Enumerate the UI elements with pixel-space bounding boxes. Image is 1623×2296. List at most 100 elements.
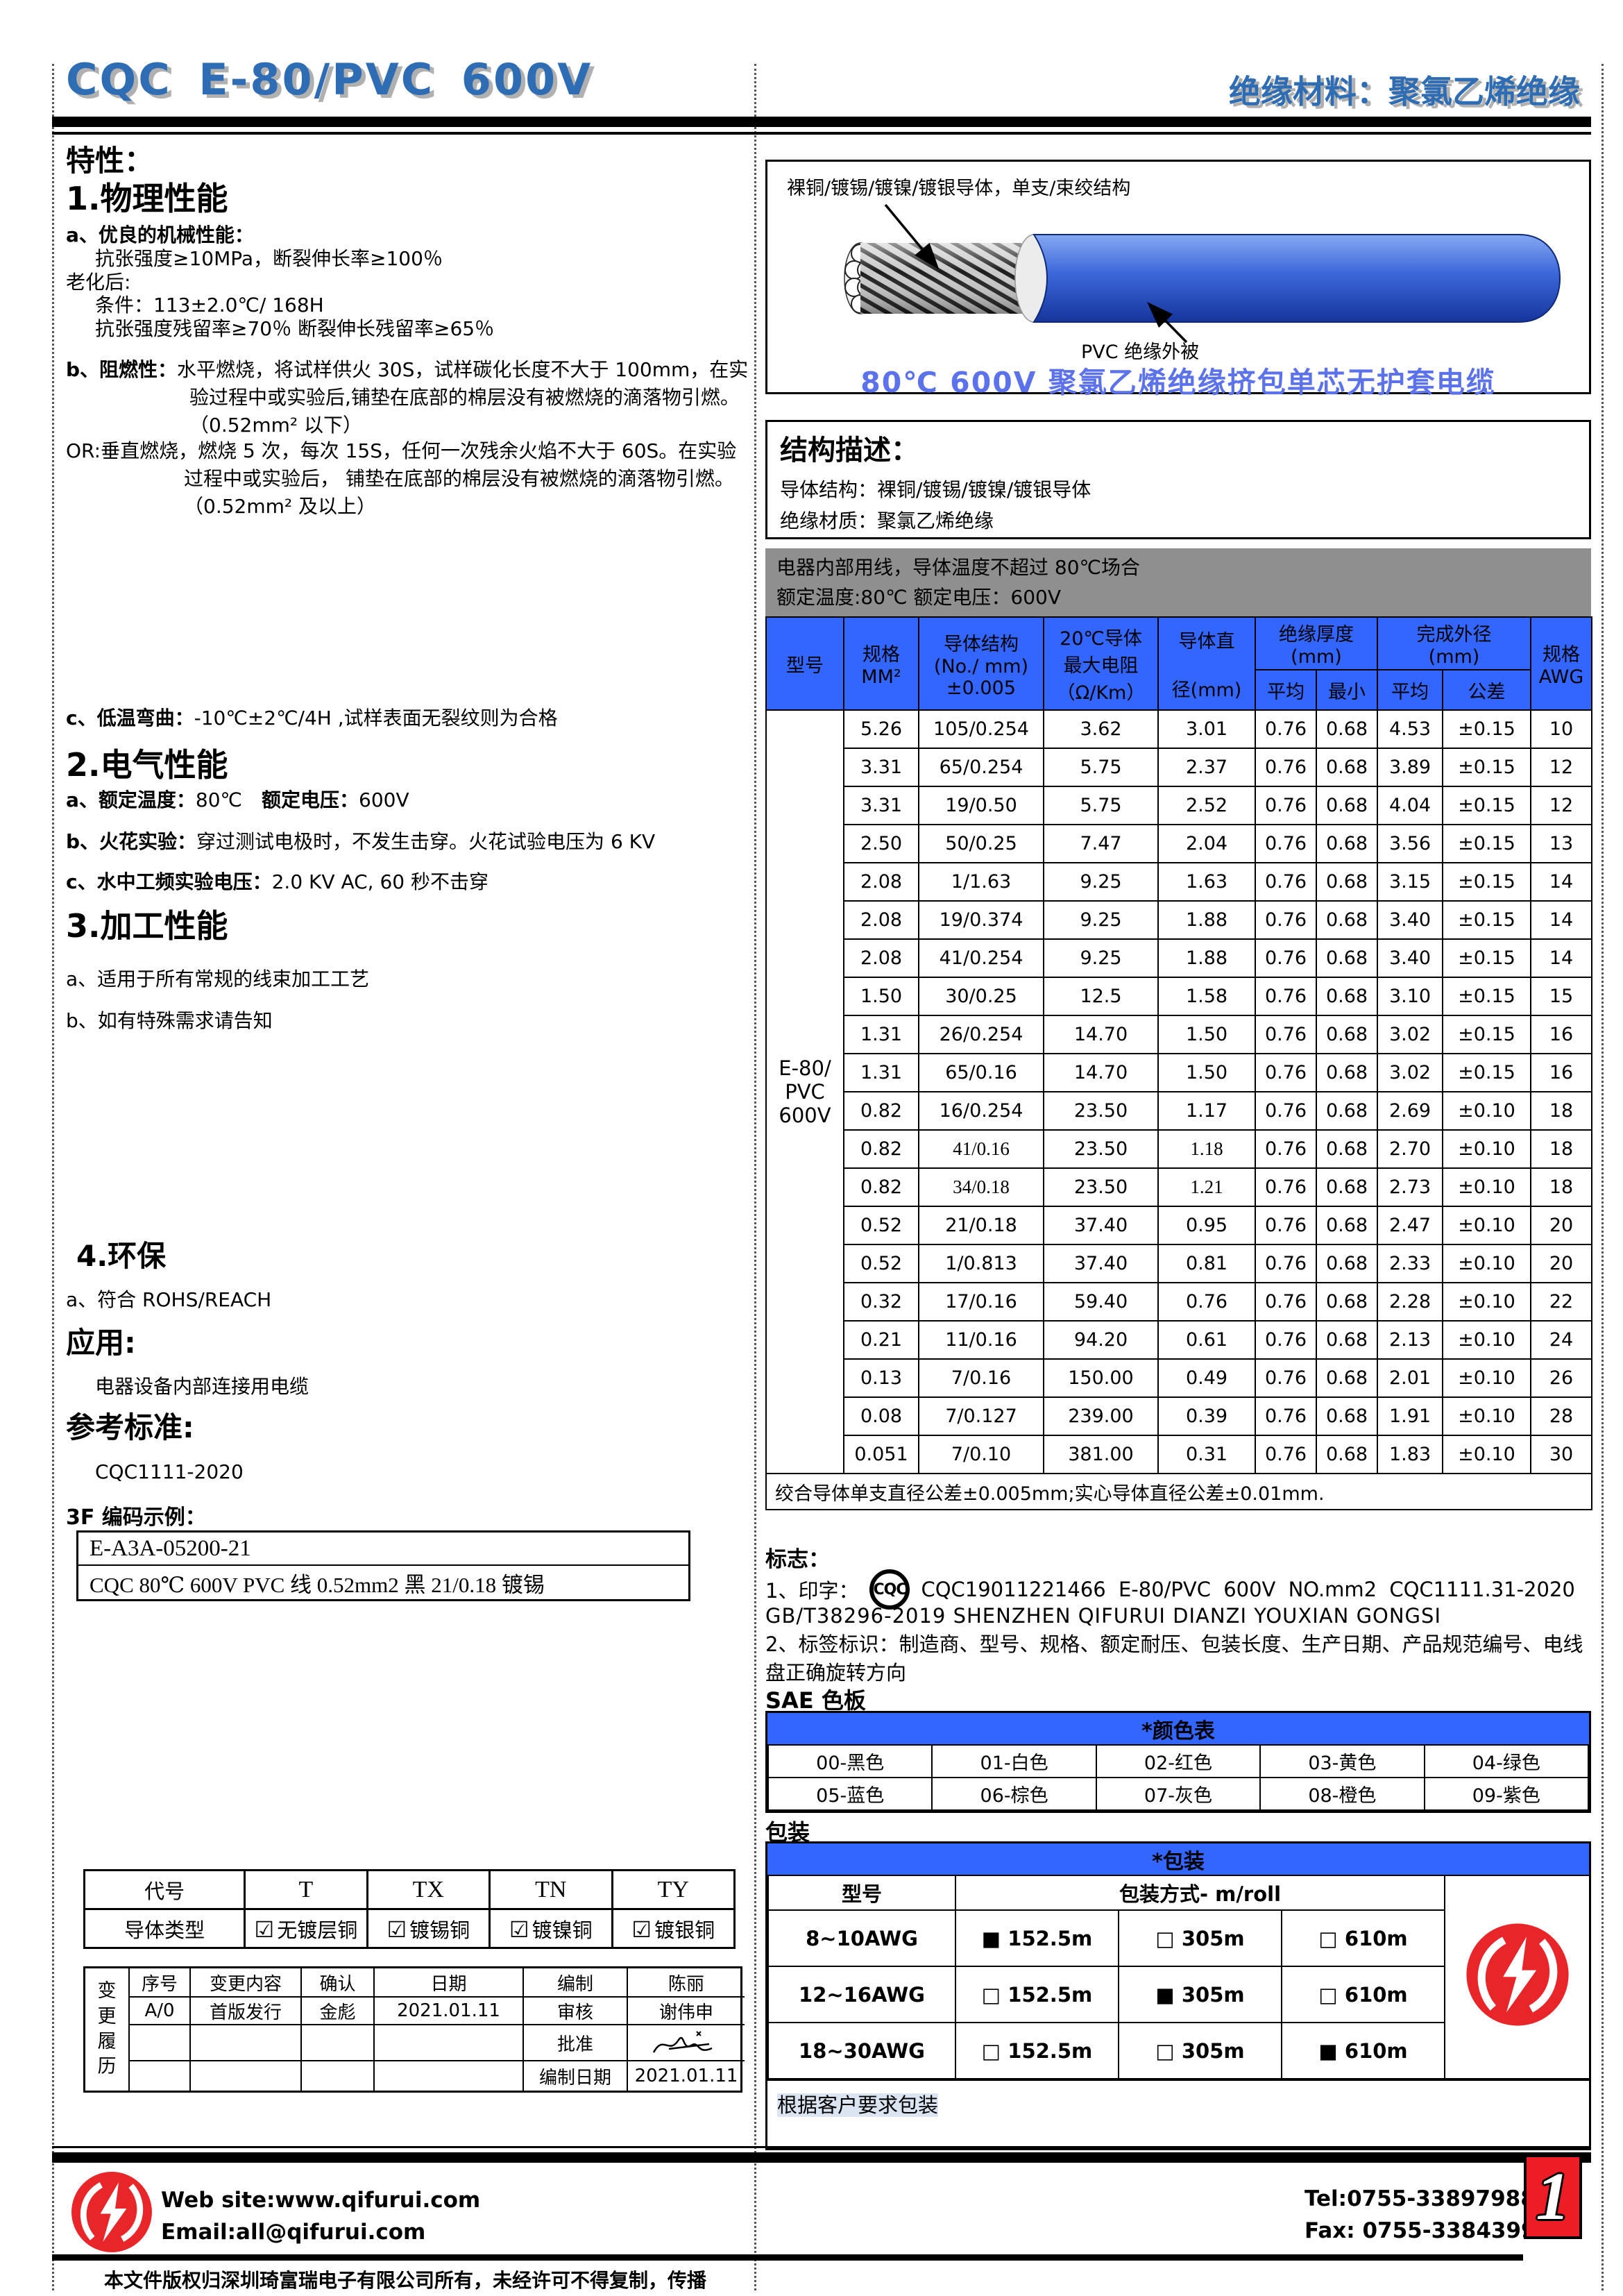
- packaging-note: 根据客户要求包装: [767, 2080, 1589, 2148]
- spec-cell: ±0.10: [1442, 1167, 1531, 1207]
- spec-cell: ±0.15: [1442, 862, 1531, 902]
- spec-cell: ±0.15: [1442, 1015, 1531, 1054]
- spec-cell: 14: [1530, 862, 1592, 902]
- spec-cell: 1.83: [1377, 1435, 1443, 1474]
- spec-cell: 20: [1530, 1206, 1592, 1245]
- spark-line: b、火花实验：穿过测试电极时，不发生击穿。火花试验电压为 6 KV: [66, 829, 749, 854]
- spec-row: 3.31 65/0.254 5.75 2.37 0.76 0.68 3.89 ±0.15 12: [766, 748, 1592, 787]
- spec-cell: 23.50: [1043, 1091, 1159, 1131]
- spec-cell: 2.01: [1377, 1358, 1443, 1398]
- spec-table-wrap: 型号 规格 MM² 导体结构 (No./ mm) ±0.005 20℃导体 最大…: [765, 616, 1592, 1510]
- spec-cell: 12: [1530, 786, 1592, 825]
- packaging-option: □ 305m: [1118, 1909, 1282, 1967]
- spec-cell: 0.76: [1255, 1053, 1317, 1092]
- spec-cell: 0.76: [1255, 1244, 1317, 1283]
- rated-label: a、额定温度：: [66, 788, 196, 811]
- spec-cell: 1.63: [1157, 862, 1256, 902]
- jacket-callout-label: PVC 绝缘外被: [1081, 341, 1200, 363]
- spec-cell: ±0.10: [1442, 1396, 1531, 1436]
- spec-cell: 20: [1530, 1244, 1592, 1283]
- conductor-code-header: 代号: [83, 1869, 246, 1910]
- spec-cell: 59.40: [1043, 1282, 1159, 1322]
- spec-cell: 0.95: [1157, 1206, 1256, 1245]
- chg-drafter-name: 陈丽: [627, 1968, 745, 1996]
- packaging-option: □ 152.5m: [955, 2022, 1119, 2079]
- spec-cell: 1.88: [1157, 900, 1256, 940]
- spec-type-cell: E-80/PVC 600V: [765, 709, 844, 1474]
- packaging-table-title: *包装: [767, 1843, 1589, 1875]
- spec-header-row2: 平均 最小 平均 公差: [766, 669, 1592, 711]
- spec-cell: 4.04: [1377, 786, 1443, 825]
- left-column: 特性： 1.物理性能 a、优良的机械性能： 抗张强度≥10MPa，断裂伸长率≥1…: [66, 142, 749, 2155]
- packaging-col-way: 包装方式- m/roll: [954, 1875, 1446, 1911]
- spec-cell: 2.08: [843, 900, 919, 940]
- packaging-option: □ 610m: [1280, 1909, 1446, 1967]
- spec-cell: 23.50: [1043, 1129, 1159, 1169]
- spec-cell: ±0.10: [1442, 1358, 1531, 1398]
- spec-cell: 2.52: [1157, 786, 1256, 825]
- spec-cell: 2.08: [843, 938, 919, 978]
- cold-bend-text: -10℃±2℃/4H ,试样表面无裂纹则为合格: [194, 707, 558, 729]
- qifurui-logo-cell: [1444, 1875, 1591, 2079]
- doc-title: CQC E-80/PVC 600V: [66, 54, 593, 105]
- header-rule: [52, 117, 1591, 127]
- packaging-note-grid: 根据客户要求包装: [767, 2079, 1589, 2148]
- spec-cell: 0.68: [1316, 1244, 1378, 1283]
- conductor-code: TX: [366, 1869, 491, 1910]
- qifurui-logo: [71, 2172, 152, 2252]
- processing-a: a、适用于所有常规的线束加工工艺: [66, 968, 370, 990]
- spec-cell: 0.76: [1157, 1282, 1256, 1322]
- conductor-type-cell: ☑ 镀镍铜: [488, 1908, 613, 1949]
- header-rule-thin: [52, 132, 1591, 135]
- change-history-side-label: 变更履历: [97, 1980, 117, 2078]
- spec-footnote-row: 绞合导体单支直径公差±0.005mm;实心导体直径公差±0.01mm.: [765, 1473, 1592, 1510]
- spec-cell: 0.21: [843, 1320, 919, 1360]
- spec-cell: 1.50: [1157, 1015, 1256, 1054]
- application-heading: 应用:: [66, 1326, 136, 1360]
- spec-row: 1.50 30/0.25 12.5 1.58 0.76 0.68 3.10 ±0.15 15: [766, 977, 1592, 1016]
- spec-row: 2.08 19/0.374 9.25 1.88 0.76 0.68 3.40 ±0.15 14: [766, 900, 1592, 940]
- chg-h-drafter: 编制: [522, 1968, 627, 1996]
- spec-cell: 7/0.10: [918, 1435, 1044, 1474]
- spec-row: 0.13 7/0.16 150.00 0.49 0.76 0.68 2.01 ±0.10 26: [766, 1358, 1592, 1398]
- spec-cell: 3.15: [1377, 862, 1443, 902]
- packaging-model: 18~30AWG: [767, 2022, 956, 2079]
- spec-cell: 0.76: [1255, 786, 1317, 825]
- approval-signature: [627, 2024, 745, 2060]
- conductor-type-header: 导体类型: [83, 1908, 246, 1949]
- spec-cell: 7.47: [1043, 824, 1159, 863]
- chg-empty: [373, 2060, 522, 2091]
- spec-cell: 18: [1530, 1091, 1592, 1131]
- spec-row: 0.82 41/0.16 23.50 1.18 0.76 0.68 2.70 ±0.10 18: [766, 1129, 1592, 1169]
- spec-cell: 18: [1530, 1167, 1592, 1207]
- spec-cell: 0.68: [1316, 709, 1378, 749]
- col-structure: 导体结构 (No./ mm) ±0.005: [918, 616, 1044, 711]
- spec-cell: 0.76: [1255, 1091, 1317, 1131]
- water-text: 2.0 KV AC, 60 秒不击穿: [271, 870, 488, 893]
- rated-text: 80℃: [195, 788, 262, 811]
- spec-cell: 37.40: [1043, 1244, 1159, 1283]
- color-cell: 03-黄色: [1259, 1744, 1425, 1778]
- spec-cell: 0.68: [1316, 824, 1378, 863]
- spec-cell: 0.76: [1255, 938, 1317, 978]
- spec-cell: 0.32: [843, 1282, 919, 1322]
- qifurui-logo: [1465, 1923, 1569, 2026]
- conductor-callout-label: 裸铜/镀锡/镀镍/镀银导体，单支/束绞结构: [787, 178, 1131, 199]
- spec-cell: 0.08: [843, 1396, 919, 1436]
- spec-cell: 0.68: [1316, 900, 1378, 940]
- spec-cell: 12.5: [1043, 977, 1159, 1016]
- packaging-option: □ 610m: [1280, 1966, 1446, 2023]
- marking-line2: GB/T38296-2019 SHENZHEN QIFURUI DIANZI Y…: [765, 1604, 1441, 1628]
- spec-cell: 12: [1530, 748, 1592, 787]
- packaging-cols-row: 型号 包装方式- m/roll: [767, 1875, 1591, 2079]
- spec-cell: 3.31: [843, 786, 919, 825]
- spec-cell: 2.37: [1157, 748, 1256, 787]
- packaging-heading: 包装: [765, 1819, 810, 1846]
- spec-cell: 2.70: [1377, 1129, 1443, 1169]
- spec-cell: 18: [1530, 1129, 1592, 1169]
- spec-cell: 65/0.16: [918, 1053, 1044, 1092]
- spec-cell: 5.26: [843, 709, 919, 749]
- spec-cell: 3.89: [1377, 748, 1443, 787]
- electrical-heading: 2.电气性能: [66, 746, 228, 784]
- spec-cell: 0.68: [1316, 1091, 1378, 1131]
